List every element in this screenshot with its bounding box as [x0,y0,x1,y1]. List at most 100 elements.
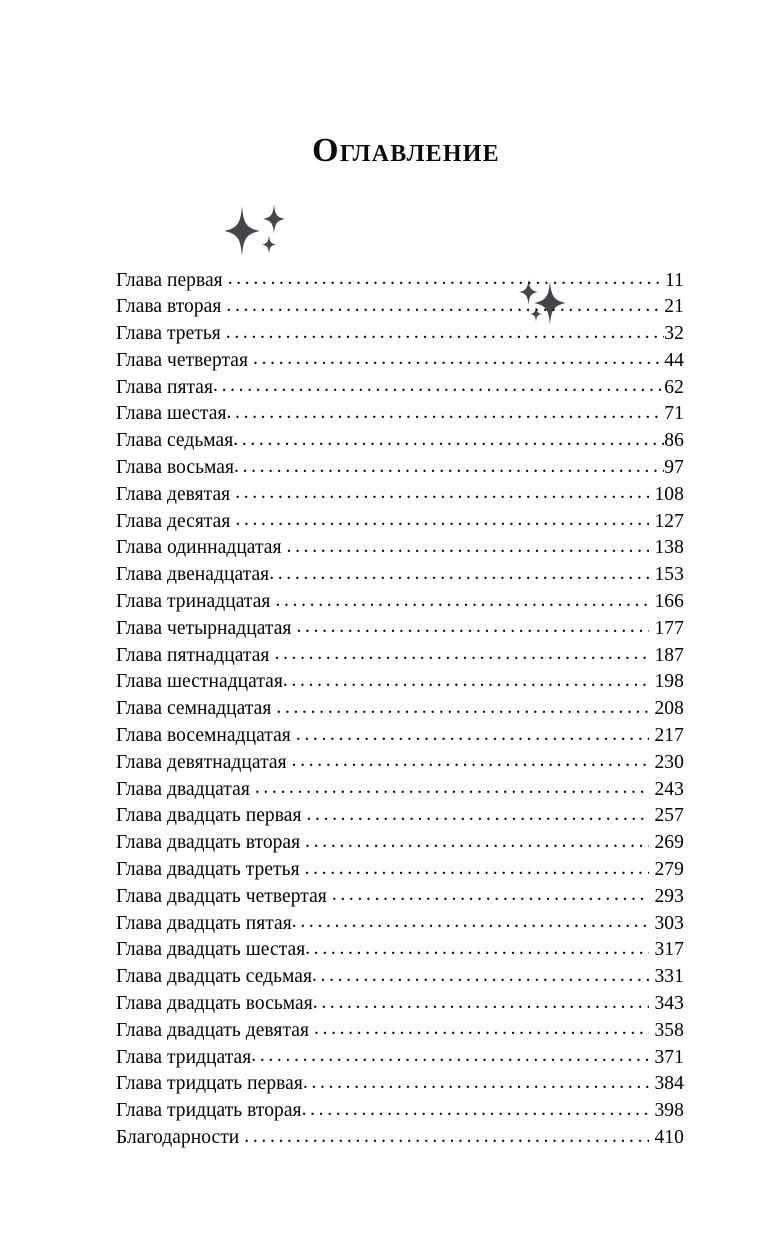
toc-entry-label: Глава тридцать первая [116,1073,303,1095]
toc-entry-label: Глава двадцать восьмая [116,993,313,1015]
toc-entry[interactable]: Глава двадцать седьмая 331 [116,963,684,990]
toc-entry[interactable]: Глава четырнадцатая 177 [116,614,684,641]
toc-entry[interactable]: Глава двадцать вторая 269 [116,829,684,856]
toc-entry-label: Глава одиннадцатая [116,537,282,559]
toc-entry-page-number: 187 [654,644,684,666]
toc-entry-page-number: 371 [654,1046,684,1068]
toc-entry-page-number: 257 [654,805,684,827]
toc-dot-leader [303,1070,650,1090]
toc-entry-page-number: 138 [654,537,684,559]
toc-entry[interactable]: Глава тридцать вторая 398 [116,1097,684,1124]
toc-dot-leader [255,775,650,795]
toc-entry-page-number: 177 [654,617,684,639]
toc-entry[interactable]: Глава тридцать первая 384 [116,1070,684,1097]
toc-entry-page-number: 127 [654,510,684,532]
toc-entry-page-number: 208 [654,698,684,720]
toc-entry[interactable]: Глава двенадцатая 153 [116,561,684,588]
toc-entry[interactable]: Глава двадцать девятая 358 [116,1016,684,1043]
toc-dot-leader [275,588,649,608]
toc-entry-page-number: 317 [654,939,684,961]
toc-entry-label: Глава двадцать девятая [116,1019,309,1041]
toc-entry[interactable]: Глава первая 11 [116,266,684,293]
toc-dot-leader [296,722,650,742]
toc-entry-label: Глава двенадцатая [116,564,270,586]
toc-dot-leader [302,1097,650,1117]
toc-entry[interactable]: Глава четвертая 44 [116,346,684,373]
toc-entry-label: Глава восемнадцатая [116,725,291,747]
toc-entry[interactable]: Глава девятая 108 [116,480,684,507]
toc-dot-leader [226,320,664,340]
toc-entry-label: Глава пятая [116,376,214,398]
toc-dot-leader [283,668,650,688]
toc-entry-label: Глава шестая [116,403,227,425]
toc-entry[interactable]: Глава седьмая 86 [116,427,684,454]
toc-entry-page-number: 166 [654,591,684,613]
toc-entry[interactable]: Глава двадцать шестая 317 [116,936,684,963]
toc-dot-leader [313,990,650,1010]
toc-dot-leader [287,534,650,554]
toc-list: Глава первая11Глава вторая21Глава третья… [116,266,684,1150]
toc-entry-page-number: 243 [654,778,684,800]
toc-entry-label: Глава девятая [116,483,231,505]
toc-entry[interactable]: Глава пятая 62 [116,373,684,400]
toc-entry[interactable]: Глава пятнадцатая 187 [116,641,684,668]
toc-entry[interactable]: Глава двадцать четвертая 293 [116,882,684,909]
toc-entry-page-number: 230 [654,751,684,773]
sparkle-small-right-icon [530,306,542,322]
toc-entry-page-number: 398 [654,1100,684,1122]
toc-entry-page-number: 71 [664,403,684,425]
toc-entry-page-number: 108 [654,483,684,505]
toc-dot-leader [332,882,650,902]
toc-dot-leader [314,1016,649,1036]
toc-entry[interactable]: Глава двадцать восьмая 343 [116,990,684,1017]
toc-entry[interactable]: Глава семнадцатая 208 [116,695,684,722]
toc-entry-page-number: 279 [654,859,684,881]
sparkle-small-left-icon [262,235,276,254]
toc-entry[interactable]: Глава тридцатая 371 [116,1043,684,1070]
toc-entry-label: Глава шестнадцатая [116,671,283,693]
title-block: Оглавление [0,96,768,325]
sparkle-medium-left-icon [263,204,285,234]
toc-entry-label: Глава двадцатая [116,778,250,800]
toc-dot-leader [269,561,649,581]
toc-entry[interactable]: Глава шестая 71 [116,400,684,427]
toc-dot-leader [226,400,664,420]
toc-entry[interactable]: Глава восемнадцатая 217 [116,722,684,749]
toc-entry[interactable]: Глава двадцать первая 257 [116,802,684,829]
toc-entry-page-number: 217 [654,725,684,747]
toc-entry[interactable]: Благодарности 410 [116,1124,684,1151]
page-title: Оглавление [312,132,500,169]
toc-entry-page-number: 410 [654,1127,684,1148]
toc-entry[interactable]: Глава двадцать пятая 303 [116,909,684,936]
toc-entry[interactable]: Глава шестнадцатая 198 [116,668,684,695]
toc-entry-label: Глава третья [116,323,221,345]
toc-dot-leader [234,454,664,474]
toc-entry-page-number: 32 [664,323,684,345]
toc-entry-label: Благодарности [116,1127,240,1148]
toc-entry[interactable]: Глава двадцать третья 279 [116,856,684,883]
toc-entry-label: Глава десятая [116,510,231,532]
toc-entry-page-number: 86 [664,430,684,452]
toc-entry-label: Глава тридцатая [116,1046,252,1068]
toc-entry[interactable]: Глава одиннадцатая 138 [116,534,684,561]
toc-entry-page-number: 97 [664,457,684,479]
toc-entry[interactable]: Глава девятнадцатая 230 [116,748,684,775]
toc-entry[interactable]: Глава восьмая 97 [116,454,684,481]
toc-entry-label: Глава тридцать вторая [116,1100,302,1122]
toc-entry-label: Глава первая [116,269,223,291]
toc-entry-page-number: 384 [654,1073,684,1095]
toc-dot-leader [226,293,664,313]
toc-entry[interactable]: Глава тринадцатая 166 [116,588,684,615]
toc-dot-leader [292,748,650,768]
toc-entry[interactable]: Глава десятая 127 [116,507,684,534]
toc-entry-label: Глава двадцать седьмая [116,966,313,988]
toc-entry-page-number: 198 [654,671,684,693]
toc-dot-leader [251,1043,649,1063]
toc-entry[interactable]: Глава двадцатая 243 [116,775,684,802]
toc-entry-page-number: 44 [664,349,684,371]
toc-entry[interactable]: Глава третья 32 [116,320,684,347]
toc-dot-leader [235,480,649,500]
toc-entry[interactable]: Глава вторая 21 [116,293,684,320]
toc-dot-leader [305,856,650,876]
